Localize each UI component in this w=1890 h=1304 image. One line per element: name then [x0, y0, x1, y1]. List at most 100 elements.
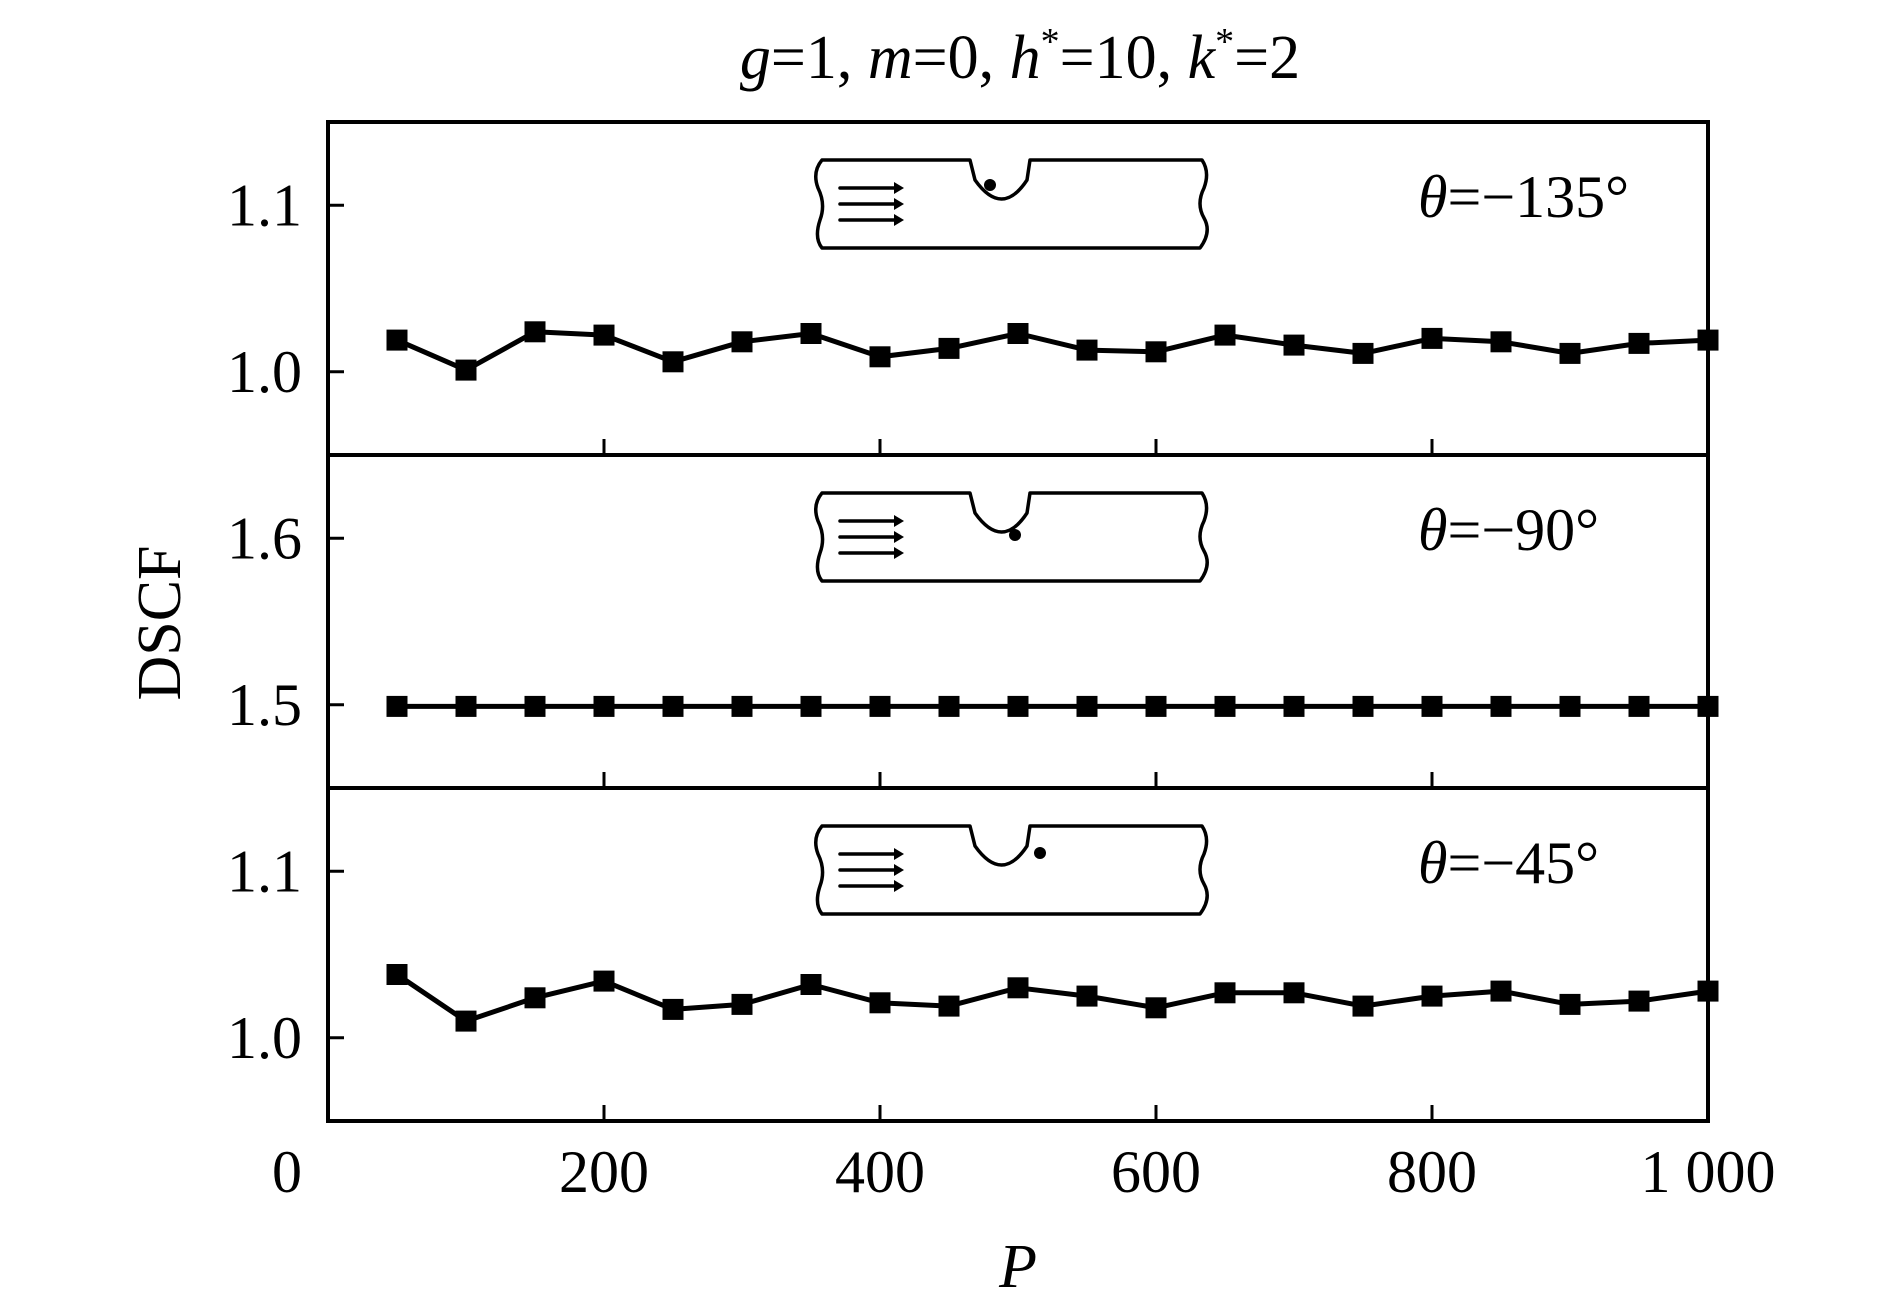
title-m: m	[868, 24, 913, 92]
notch-point-icon	[1034, 847, 1046, 859]
theta-symbol: θ	[1418, 497, 1447, 563]
data-point	[869, 695, 891, 717]
data-point	[524, 321, 546, 343]
y-tick-label: 1.1	[227, 838, 302, 904]
data-point	[386, 695, 408, 717]
x-tick-label: 200	[559, 1139, 649, 1205]
y-tick-label: 1.0	[227, 1005, 302, 1071]
data-point	[1007, 323, 1029, 344]
data-point	[1421, 327, 1443, 349]
x-tick-label: 400	[835, 1139, 925, 1205]
plate-inset-icon	[814, 824, 1209, 916]
data-point	[386, 329, 408, 351]
data-point	[1628, 332, 1650, 354]
data-point	[1007, 695, 1029, 717]
panel-annotation: θ=−135°	[1418, 164, 1629, 230]
data-point	[731, 695, 753, 717]
data-point	[1421, 695, 1443, 717]
data-point	[1283, 695, 1305, 717]
data-point	[731, 993, 753, 1015]
notch-point-icon	[1009, 529, 1021, 541]
data-point	[1145, 341, 1167, 363]
data-point	[1352, 695, 1374, 717]
data-point	[938, 337, 960, 359]
panel-2: 1.5 1.6 θ=−90°	[227, 453, 1719, 790]
title-star1: *	[1041, 21, 1060, 63]
data-point	[524, 987, 546, 1009]
data-point	[938, 695, 960, 717]
data-point	[1007, 977, 1029, 999]
y-tick-label: 1.6	[227, 505, 302, 571]
data-point	[1421, 985, 1443, 1007]
data-point	[938, 995, 960, 1017]
data-point	[662, 695, 684, 717]
panels-group: 1.01.1 θ=−135°1.51.6 θ=−90°1.01.1 θ=−45°	[227, 120, 1719, 1123]
data-point	[1490, 695, 1512, 717]
theta-value: =−90°	[1447, 497, 1599, 563]
panel-1: 1.0 1.1 θ=−135°	[227, 120, 1719, 457]
data-point	[455, 1010, 477, 1032]
x-tick-label: 0	[272, 1139, 302, 1205]
data-point	[1076, 985, 1098, 1007]
panel-annotation: θ=−90°	[1418, 497, 1599, 563]
data-point	[1628, 695, 1650, 717]
panel-frame	[326, 786, 1710, 1123]
series-line	[395, 972, 1709, 1024]
data-point	[1697, 329, 1719, 351]
data-point	[800, 974, 822, 995]
data-point	[1490, 980, 1512, 1002]
data-point	[800, 323, 822, 344]
title-k: k	[1188, 24, 1217, 92]
data-point	[1145, 695, 1167, 717]
y-tick-label: 1.0	[227, 339, 302, 405]
data-point	[1076, 695, 1098, 717]
x-tick-label: 800	[1387, 1139, 1477, 1205]
data-point	[1697, 980, 1719, 1002]
data-point	[1283, 982, 1305, 1004]
y-tick-label: 1.5	[227, 672, 302, 738]
data-point	[800, 695, 822, 717]
data-point	[593, 695, 615, 717]
data-point	[593, 324, 615, 346]
data-point	[524, 695, 546, 717]
theta-symbol: θ	[1418, 830, 1447, 896]
data-point	[731, 331, 753, 353]
y-axis-label: DSCF	[126, 545, 194, 700]
data-point	[1628, 990, 1650, 1012]
data-point	[1559, 342, 1581, 364]
data-point	[455, 359, 477, 381]
data-point	[869, 346, 891, 368]
notch-point-icon	[984, 179, 996, 191]
x-tick-labels-group: 0 200 400 600 800 1 000	[272, 1139, 1776, 1205]
theta-symbol: θ	[1418, 164, 1447, 230]
plate-inset-icon	[814, 158, 1209, 250]
data-point	[1559, 993, 1581, 1015]
data-point	[1490, 331, 1512, 353]
title-eq1: =1,	[771, 24, 868, 92]
data-point	[1697, 695, 1719, 717]
data-point	[1352, 342, 1374, 364]
data-point	[1214, 695, 1236, 717]
series-line	[396, 329, 1709, 373]
title-eq2: =0,	[913, 24, 1010, 92]
data-point	[1214, 324, 1236, 346]
title-h: h	[1010, 24, 1041, 92]
panel-3: 1.0 1.1 θ=−45°	[227, 786, 1719, 1123]
panel-annotation: θ=−45°	[1418, 830, 1599, 896]
x-tick-label: 600	[1111, 1139, 1201, 1205]
data-point	[593, 970, 615, 992]
data-point	[455, 695, 477, 717]
theta-value: =−135°	[1447, 164, 1629, 230]
data-point	[662, 351, 684, 373]
data-point	[386, 964, 408, 985]
data-point	[1283, 334, 1305, 356]
y-tick-label: 1.1	[227, 172, 302, 238]
data-point	[1352, 995, 1374, 1017]
data-point	[1145, 997, 1167, 1019]
x-axis-label: P	[998, 1233, 1037, 1301]
data-point	[1076, 339, 1098, 361]
x-tick-label: 1 000	[1641, 1139, 1776, 1205]
theta-value: =−45°	[1447, 830, 1599, 896]
title-star2: *	[1215, 21, 1234, 63]
